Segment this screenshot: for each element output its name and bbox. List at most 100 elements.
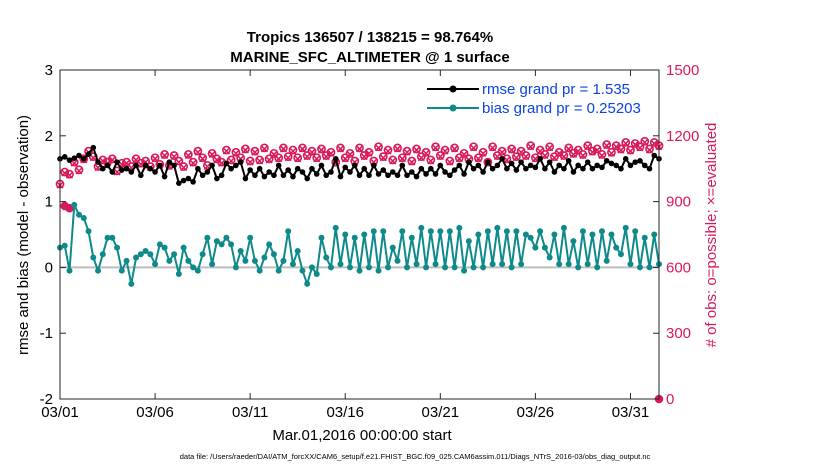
bias-point xyxy=(76,211,83,218)
obs-possible-point xyxy=(293,153,303,163)
bias-point xyxy=(204,234,211,241)
obs-possible-point xyxy=(193,146,203,156)
obs-evaluated-point xyxy=(322,153,330,161)
obs-possible-point xyxy=(269,148,279,158)
bias-point xyxy=(361,231,368,238)
bias-point xyxy=(346,264,353,271)
y-tick-label: 3 xyxy=(45,62,53,79)
obs-evaluated-point xyxy=(565,145,573,153)
bias-point xyxy=(114,244,121,251)
bias-point xyxy=(152,261,159,268)
rmse-point xyxy=(304,175,311,182)
bias-point xyxy=(451,264,458,271)
rmse-point xyxy=(133,162,139,169)
rmse-point xyxy=(375,171,382,177)
bias-point xyxy=(651,231,658,238)
rmse-point xyxy=(161,173,168,180)
bias-point xyxy=(289,261,296,268)
y2-tick-label: 900 xyxy=(666,194,691,211)
plot-area xyxy=(60,70,659,399)
rmse-point xyxy=(218,172,225,179)
obs-evaluated-point xyxy=(218,159,226,167)
obs-possible-point xyxy=(150,153,160,163)
obs-evaluated-point xyxy=(531,155,539,163)
bias-point xyxy=(579,228,586,235)
obs-evaluated-point xyxy=(213,156,221,164)
rmse-point xyxy=(275,162,282,169)
obs-evaluated-point xyxy=(289,147,297,155)
obs-possible-point xyxy=(107,154,117,164)
bias-point xyxy=(560,224,567,231)
obs-possible-point xyxy=(188,157,198,167)
bias-point xyxy=(85,228,92,235)
footnote: data file: /Users/raeder/DAI/ATM_forcXX/… xyxy=(180,452,651,461)
obs-possible-point xyxy=(336,143,345,153)
obs-evaluated-point xyxy=(256,157,264,165)
bias-point xyxy=(332,224,339,231)
obs-evaluated-point xyxy=(65,171,74,179)
bias-point xyxy=(366,264,373,271)
obs-evaluated-point xyxy=(208,150,216,158)
bias-point xyxy=(598,228,605,235)
rmse-point xyxy=(242,175,249,182)
obs-possible-point xyxy=(131,154,141,164)
rmse-point xyxy=(556,162,562,169)
rmse-point xyxy=(233,162,239,169)
rmse-point xyxy=(128,169,135,175)
obs-possible-point xyxy=(79,154,89,164)
y2-tick-label: 1500 xyxy=(666,62,699,79)
obs-possible-point xyxy=(169,151,179,160)
bias-point xyxy=(308,264,315,271)
rmse-point xyxy=(114,159,120,165)
rmse-point xyxy=(599,164,605,171)
bias-point xyxy=(484,228,491,235)
rmse-point xyxy=(618,165,624,172)
chart-subtitle: MARINE_SFC_ALTIMETER @ 1 surface xyxy=(230,49,509,66)
obs-evaluated-point xyxy=(626,147,635,155)
obs-evaluated-point xyxy=(298,145,306,153)
obs-possible-point xyxy=(473,153,483,163)
obs-evaluated-point xyxy=(579,152,587,160)
obs-possible-point xyxy=(312,153,322,163)
obs-possible-point xyxy=(535,145,545,155)
obs-evaluated-point xyxy=(474,155,482,163)
bias-point xyxy=(266,241,273,248)
bias-point xyxy=(541,244,548,251)
bias-point xyxy=(632,228,639,235)
rmse-point xyxy=(461,171,467,177)
obs-evaluated-point xyxy=(374,144,383,152)
obs-evaluated-point xyxy=(189,159,197,167)
bias-point xyxy=(575,264,582,271)
rmse-point xyxy=(437,162,444,169)
bias-point xyxy=(232,264,239,271)
obs-evaluated-point xyxy=(232,149,240,157)
obs-evaluated-point xyxy=(479,149,487,157)
obs-evaluated-point xyxy=(427,157,435,165)
obs-evaluated-point xyxy=(194,148,202,156)
bias-point xyxy=(66,267,73,274)
rmse-point xyxy=(123,165,130,172)
obs-possible-point xyxy=(326,147,336,157)
bias-point xyxy=(446,228,453,235)
bias-point xyxy=(171,251,178,258)
rmse-point xyxy=(361,165,368,172)
rmse-point xyxy=(380,167,387,173)
bias-point xyxy=(389,244,396,251)
x-tick-label: 03/21 xyxy=(422,404,460,421)
rmse-point xyxy=(399,162,406,169)
obs-evaluated-point xyxy=(560,153,568,161)
rmse-point xyxy=(394,172,401,179)
obs-evaluated-point xyxy=(446,158,454,166)
obs-possible-point xyxy=(288,145,298,155)
x-tick-label: 03/01 xyxy=(41,404,79,421)
bias-point xyxy=(218,241,225,248)
obs-possible-point xyxy=(298,143,307,153)
obs-evaluated-point xyxy=(222,147,230,155)
obs-evaluated-point xyxy=(398,155,406,163)
bias-point xyxy=(594,264,601,271)
bias-point xyxy=(470,264,477,271)
obs-evaluated-point xyxy=(508,146,516,154)
rmse-point xyxy=(575,162,581,169)
bias-point xyxy=(166,257,173,264)
obs-possible-point xyxy=(564,143,574,153)
